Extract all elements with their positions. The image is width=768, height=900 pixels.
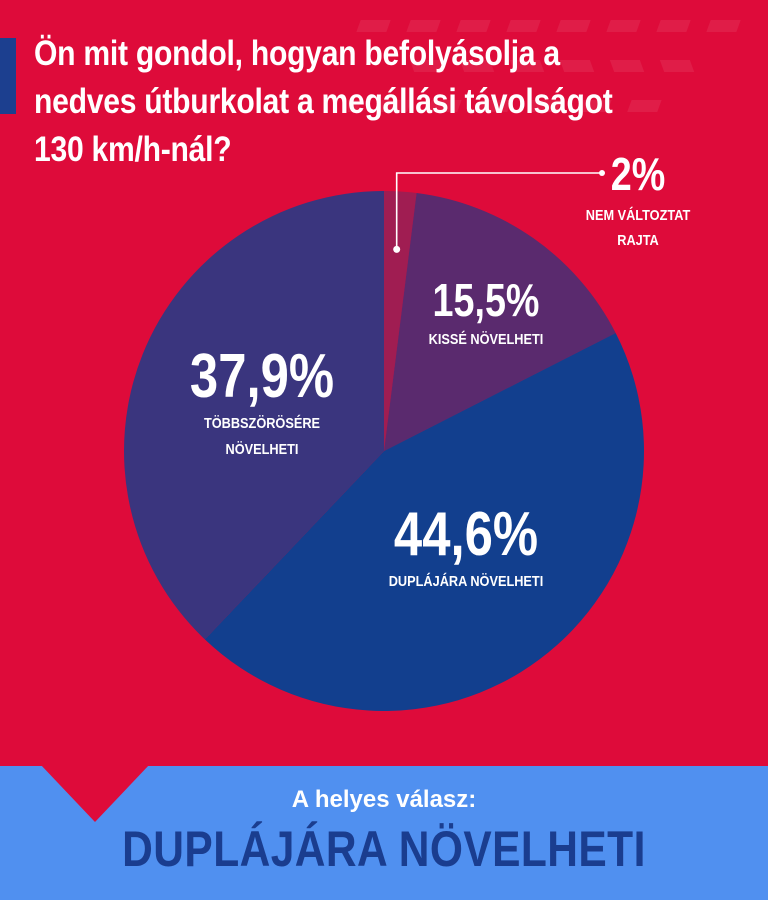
slice-category-label: TÖBBSZÖRÖSÉRE [204,414,320,431]
slice-value-label: 2% [611,148,666,199]
slice-value-label: 44,6% [394,500,538,569]
slice-kisse-novelheti [384,193,616,451]
leader-end-dot [599,170,605,176]
slice-category-label: NEM VÁLTOZTAT [586,206,691,223]
leader-line [395,172,600,250]
slice-category-label: DUPLÁJÁRA NÖVELHETI [389,572,544,589]
slice-value-label: 37,9% [190,342,334,411]
chart-title: Ön mit gondol, hogyan befolyásolja a ned… [34,34,613,169]
slice-tobbszorosere-novelheti [124,190,385,640]
pie-chart: 2% NEM VÁLTOZTAT RAJTA 15,5% KISSÉ NÖVELHETI… [124,148,691,711]
slice-category-label: KISSÉ NÖVELHETI [429,330,544,347]
slice-category-label: NÖVELHETI [226,440,299,457]
slice-duplajara-novelheti [204,332,644,711]
slice-category-label: RAJTA [617,231,659,248]
slice-value-label: 15,5% [433,274,540,325]
answer-band-notch [40,764,150,822]
slice-nem-valtoztat [384,191,417,451]
answer-value: DUPLÁJÁRA NÖVELHETI [122,821,646,877]
title-accent-bar [0,38,16,114]
tire-tread-decoration [348,20,741,112]
answer-caption: A helyes válasz: [291,786,477,813]
